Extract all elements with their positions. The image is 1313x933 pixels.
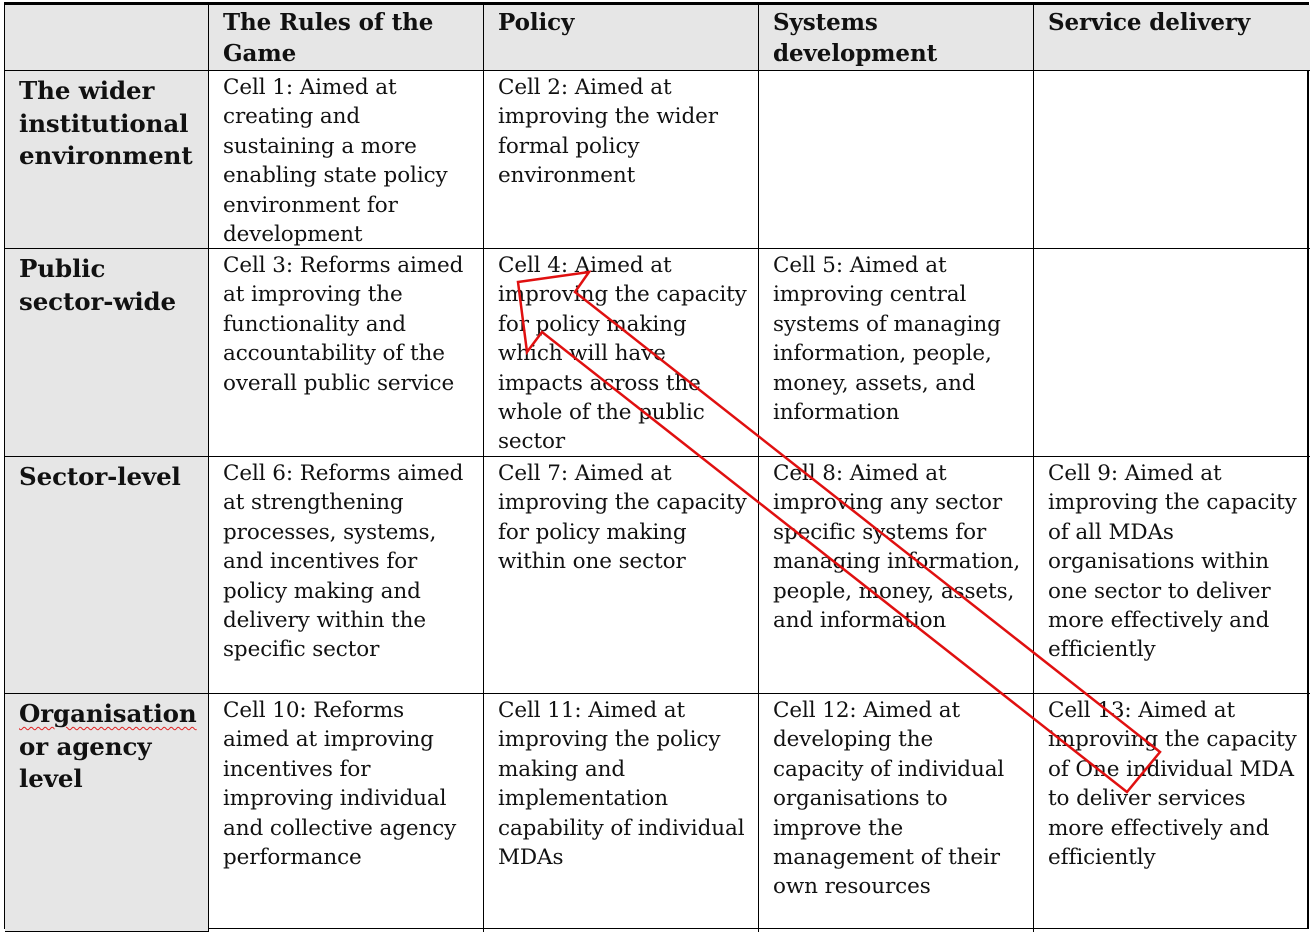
table-cell-empty[interactable] (1034, 71, 1310, 249)
column-header-policy: Policy (484, 5, 759, 71)
row-header-organisation-level: Organisation or agency level (5, 694, 209, 932)
table-cell-7[interactable]: Cell 7: Aimed at improving the capacity … (484, 457, 759, 694)
table-cell-8[interactable]: Cell 8: Aimed at improving any sector sp… (759, 457, 1034, 694)
spellcheck-underlined-word[interactable]: Organisation (19, 699, 197, 728)
table-cell-11[interactable]: Cell 11: Aimed at improving the policy m… (484, 694, 759, 932)
table-cell-9[interactable]: Cell 9: Aimed at improving the capacity … (1034, 457, 1310, 694)
table-cell-13[interactable]: Cell 13: Aimed at improving the capacity… (1048, 698, 1297, 871)
reform-matrix-table: The Rules of the Game Policy Systems dev… (4, 2, 1310, 932)
table-cell-1[interactable]: Cell 1: Aimed at creating and sustaining… (209, 71, 484, 249)
corner-header-cell (5, 5, 209, 71)
table-cell-empty[interactable] (1034, 249, 1310, 457)
table-cell-2[interactable]: Cell 2: Aimed at improving the wider for… (484, 71, 759, 249)
row-header-wider-institutional: The wider institutional environment (5, 71, 209, 249)
column-header-rules-of-game: The Rules of the Game (209, 5, 484, 71)
table-cell-6[interactable]: Cell 6: Reforms aimed at strengthening p… (209, 457, 484, 694)
table-cell-empty[interactable] (759, 71, 1034, 249)
table-cell-12[interactable]: Cell 12: Aimed at developing the capacit… (759, 694, 1034, 932)
row-header-rest: or agency level (19, 731, 152, 794)
column-header-systems-development: Systems development (759, 5, 1034, 71)
table-cell-3[interactable]: Cell 3: Reforms aimed at improving the f… (209, 249, 484, 457)
table-cell-5[interactable]: Cell 5: Aimed at improving central syste… (759, 249, 1034, 457)
row-header-sector-level: Sector-level (5, 457, 209, 694)
table-cell-10[interactable]: Cell 10: Reforms aimed at improving ince… (209, 694, 484, 932)
row-header-public-sector-wide: Public sector-wide (5, 249, 209, 457)
table-cell-4[interactable]: Cell 4: Aimed at improving the capacity … (484, 249, 759, 457)
column-header-service-delivery: Service delivery (1034, 5, 1310, 71)
